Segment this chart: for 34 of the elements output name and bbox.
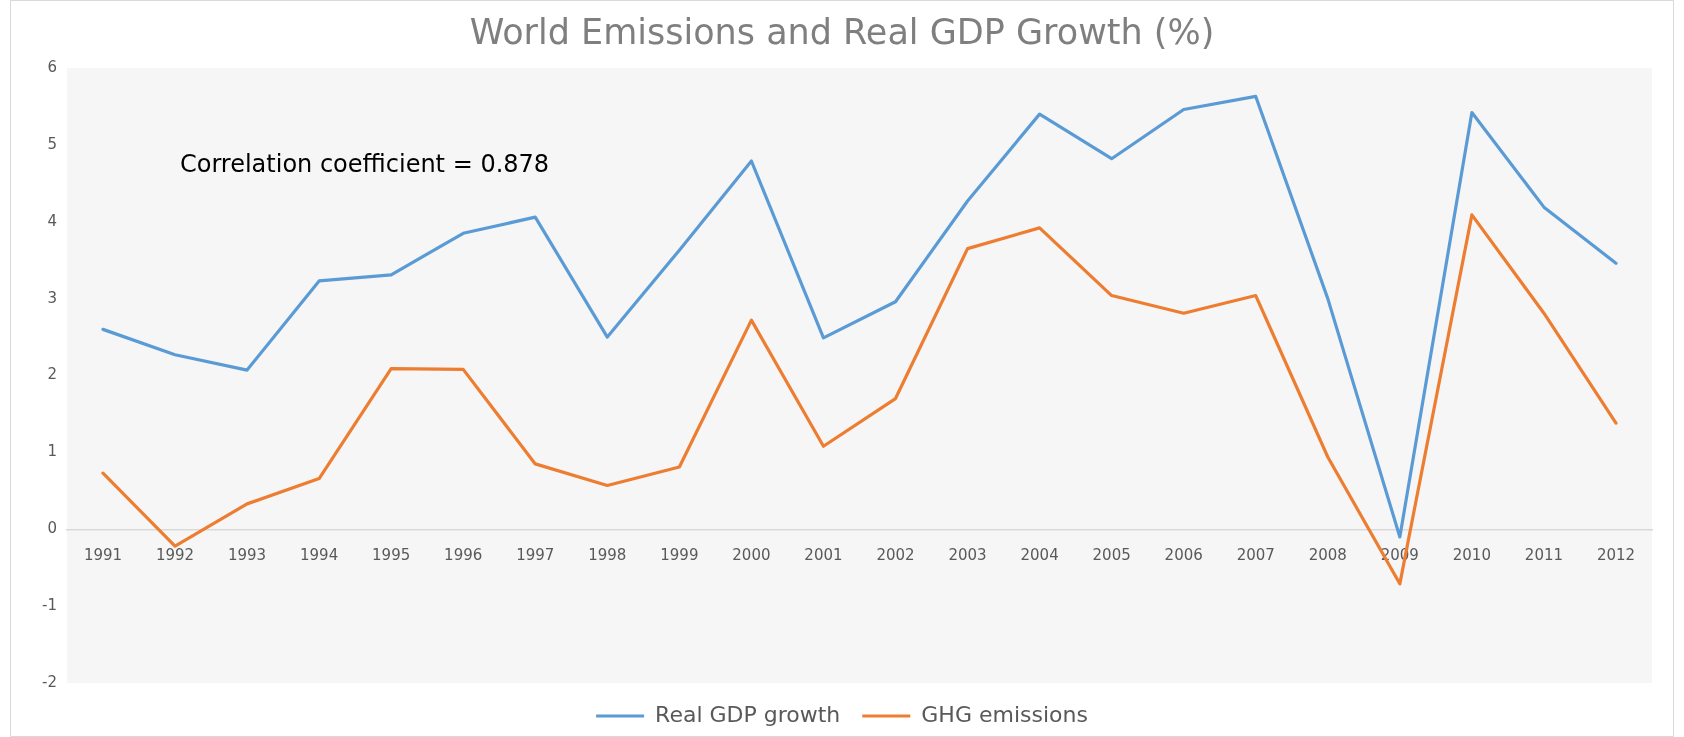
annotation: Correlation coefficient = 0.878 [179, 150, 550, 179]
x-tick-label: 1994 [300, 546, 339, 565]
x-tick-label: 1997 [516, 546, 555, 565]
y-tick-label: -2 [41, 672, 57, 691]
x-tick-label: 2007 [1236, 546, 1275, 565]
y-tick-label: 4 [47, 211, 57, 230]
y-tick-label: 6 [47, 57, 57, 76]
x-tick-label: 2008 [1308, 546, 1347, 565]
x-tick-label: 1995 [372, 546, 411, 565]
x-tick-label: 2012 [1596, 546, 1636, 565]
y-tick-label: 3 [47, 288, 57, 307]
x-tick-label: 1992 [155, 546, 195, 565]
x-tick-label: 1998 [588, 546, 627, 565]
y-tick-label: 5 [47, 134, 57, 153]
x-tick-label: 2004 [1020, 546, 1059, 565]
x-tick-label: 2006 [1164, 546, 1203, 565]
x-tick-label: 1993 [227, 546, 267, 565]
x-tick-label: 2002 [876, 546, 915, 565]
x-tick-label: 2001 [804, 546, 843, 565]
x-tick-label: 2010 [1452, 546, 1491, 565]
x-tick-label: 1991 [83, 546, 123, 565]
chart-title: World Emissions and Real GDP Growth (%) [469, 12, 1215, 53]
x-tick-label: 2000 [732, 546, 771, 565]
x-tick-label: 1996 [444, 546, 483, 565]
legend-label: Real GDP growth [655, 701, 841, 727]
x-tick-label: 2011 [1524, 546, 1564, 565]
x-tick-label: 1999 [660, 546, 699, 565]
y-tick-label: 0 [47, 519, 57, 538]
y-tick-label: 1 [47, 442, 57, 461]
y-tick-label: 2 [47, 365, 57, 384]
y-tick-label: -1 [41, 596, 57, 615]
x-tick-label: 2005 [1092, 546, 1131, 565]
legend-label: GHG emissions [921, 701, 1088, 727]
x-tick-label: 2003 [948, 546, 987, 565]
